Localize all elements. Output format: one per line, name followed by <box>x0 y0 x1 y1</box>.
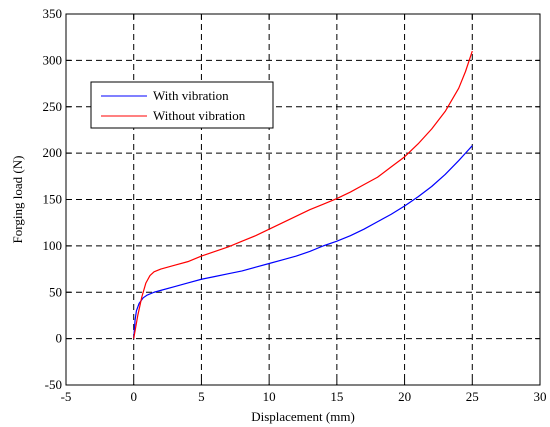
y-tick-label: 100 <box>43 238 63 253</box>
x-tick-label: 25 <box>466 389 479 404</box>
y-tick-label: 250 <box>43 99 63 114</box>
x-axis-label: Displacement (mm) <box>251 409 355 424</box>
x-tick-label: 30 <box>534 389 547 404</box>
series-line-without-vibration <box>133 50 473 339</box>
y-tick-label: 0 <box>56 331 63 346</box>
y-tick-label: 350 <box>43 6 63 21</box>
legend-box <box>90 81 274 129</box>
y-tick-label: 50 <box>49 284 62 299</box>
legend-label-without-vibration: Without vibration <box>153 108 246 123</box>
y-tick-label: 150 <box>43 192 63 207</box>
grid-lines <box>66 14 540 385</box>
y-tick-label: 300 <box>43 52 63 67</box>
x-tick-label: -5 <box>61 389 72 404</box>
series-lines <box>133 50 473 339</box>
x-tick-label: 0 <box>130 389 137 404</box>
legend: With vibration Without vibration <box>90 81 274 129</box>
axis-ticks <box>65 13 541 386</box>
x-tick-label: 20 <box>398 389 411 404</box>
y-tick-label: -50 <box>45 377 62 392</box>
y-tick-labels: -50 0 50 100 150 200 250 300 350 <box>43 6 63 392</box>
series-line-with-vibration <box>133 145 473 339</box>
y-axis-label: Forging load (N) <box>10 156 25 244</box>
x-tick-label: 15 <box>330 389 343 404</box>
x-tick-label: 5 <box>198 389 205 404</box>
x-tick-label: 10 <box>263 389 276 404</box>
x-tick-labels: -5 0 5 10 15 20 25 30 <box>61 389 547 404</box>
legend-label-with-vibration: With vibration <box>153 88 229 103</box>
y-tick-label: 200 <box>43 145 63 160</box>
